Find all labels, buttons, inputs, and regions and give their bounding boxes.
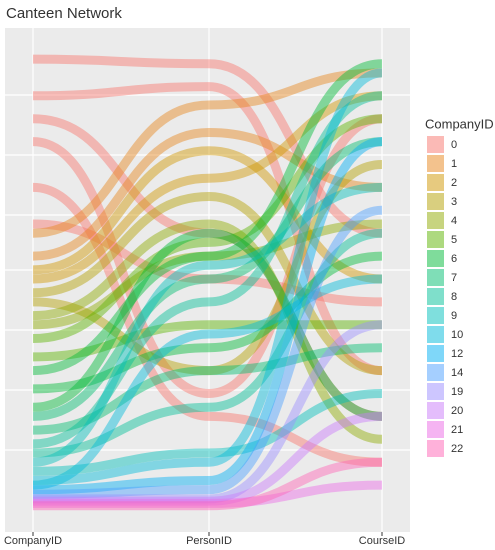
flow-line	[32, 160, 383, 376]
flow-line	[32, 457, 383, 511]
legend-label: 20	[451, 405, 463, 417]
flow-line	[33, 480, 383, 508]
legend-key	[427, 440, 444, 457]
flow-line	[32, 137, 383, 421]
flow-line	[32, 54, 383, 238]
legend-label: 19	[451, 386, 463, 398]
panel	[5, 28, 410, 532]
legend-label: 1	[451, 158, 457, 170]
flow-line	[32, 219, 383, 444]
legend-label: 22	[451, 443, 463, 455]
flow-line	[32, 192, 383, 376]
flow-line	[32, 114, 383, 399]
flow-line	[32, 228, 383, 421]
flow-line	[32, 389, 383, 476]
legend-label: 0	[451, 139, 457, 151]
legend-key	[427, 307, 444, 324]
chart-title: Canteen Network	[6, 5, 122, 22]
flow-line	[32, 82, 383, 376]
legend-label: 10	[451, 329, 463, 341]
legend-key	[427, 364, 444, 381]
flow-line	[32, 219, 383, 307]
legend-key	[427, 326, 444, 343]
flow-line	[32, 137, 383, 495]
x-tick-label: PersonID	[186, 535, 232, 547]
legend-key	[427, 212, 444, 229]
flow-line	[32, 146, 383, 284]
legend-key	[427, 269, 444, 286]
flow-line	[33, 320, 383, 504]
x-tick-label: CourseID	[359, 535, 406, 547]
flow-line	[32, 274, 383, 490]
x-tick-label: CompanyID	[4, 535, 62, 547]
legend-key	[427, 193, 444, 210]
legend-title: CompanyID	[425, 116, 494, 131]
flow-line	[32, 219, 383, 330]
legend-key	[427, 402, 444, 419]
flow-line	[32, 59, 383, 376]
legend-label: 8	[451, 291, 457, 303]
flow-line	[32, 182, 383, 467]
legend-key	[427, 421, 444, 438]
legend-label: 3	[451, 196, 457, 208]
flow-line	[32, 127, 383, 261]
flow-line	[32, 343, 383, 435]
flow-line	[32, 68, 383, 238]
flow-line	[32, 91, 383, 284]
legend-key	[427, 383, 444, 400]
legend-key	[427, 345, 444, 362]
legend-label: 6	[451, 253, 457, 265]
legend-key	[427, 231, 444, 248]
flow-line	[32, 411, 383, 506]
flow-line	[32, 91, 383, 449]
legend-label: 4	[451, 215, 457, 227]
flow-line	[32, 182, 383, 467]
legend-label: 7	[451, 272, 457, 284]
legend-label: 14	[451, 367, 463, 379]
flow-line	[32, 114, 383, 344]
legend-key	[427, 250, 444, 267]
flow-line	[32, 320, 382, 362]
legend-key	[427, 288, 444, 305]
legend-label: 21	[451, 424, 463, 436]
legend-key	[427, 174, 444, 191]
legend-label: 2	[451, 177, 457, 189]
flow-line	[32, 114, 383, 421]
legend-label: 9	[451, 310, 457, 322]
legend-key	[427, 136, 444, 153]
flow-line	[32, 251, 383, 394]
legend-label: 5	[451, 234, 457, 246]
flow-line	[32, 228, 383, 458]
minor-grid	[5, 94, 410, 451]
legend-label: 12	[451, 348, 463, 360]
legend-key	[427, 155, 444, 172]
flow-line	[32, 68, 383, 486]
flow-line	[32, 205, 383, 499]
lines	[32, 54, 383, 511]
